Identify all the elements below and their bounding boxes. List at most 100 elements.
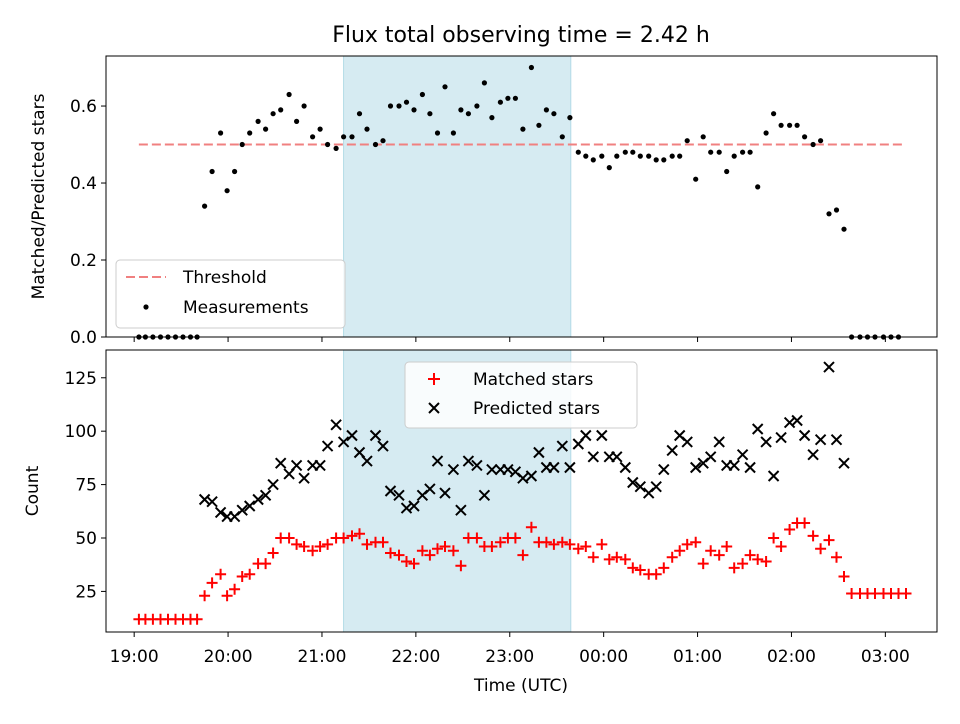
predicted-star-point (198, 493, 211, 506)
measurement-point (333, 145, 339, 151)
measurement-point (622, 149, 628, 155)
measurement-point (684, 138, 690, 144)
matched-star-point (564, 538, 576, 550)
matched-star-point (815, 543, 827, 555)
matched-star-point (221, 590, 233, 602)
matched-star-point (548, 538, 560, 550)
top-observing-span (343, 55, 572, 338)
legend-matched-label: Matched stars (473, 370, 593, 390)
matched-star-point (215, 568, 227, 580)
measurement-point (427, 111, 433, 117)
predicted-star-point (587, 451, 600, 463)
measurement-point (833, 207, 840, 213)
measurement-point (606, 165, 612, 171)
measurement-point (317, 126, 323, 132)
measurement-point (364, 126, 370, 132)
measurement-point (434, 130, 441, 136)
predicted-star-point (471, 459, 483, 472)
predicted-star-point (689, 461, 702, 474)
predicted-star-point (783, 416, 796, 429)
measurement-point (637, 153, 643, 159)
measurement-point (450, 130, 456, 136)
matched-star-point (650, 568, 662, 580)
matched-star-point (525, 521, 537, 533)
matched-star-point (658, 562, 670, 574)
measurement-point (209, 168, 215, 175)
predicted-star-point (736, 448, 749, 461)
x-tick-label: 20:00 (204, 647, 253, 667)
predicted-star-point (517, 472, 529, 484)
measurement-point (543, 107, 550, 113)
measurement-point (380, 138, 386, 144)
predicted-star-point (704, 451, 717, 463)
matched-star-point (401, 556, 412, 567)
predicted-star-point (330, 419, 342, 431)
predicted-star-point (838, 457, 850, 469)
predicted-star-point (314, 459, 326, 472)
measurement-point (771, 111, 777, 117)
measurement-point (270, 111, 276, 117)
matched-star-point (737, 558, 749, 570)
predicted-star-point (751, 423, 764, 435)
predicted-star-point (798, 429, 811, 442)
measurement-point (763, 130, 769, 136)
measurement-point (396, 103, 402, 109)
matched-star-point (424, 549, 436, 561)
predicted-star-point (267, 478, 279, 491)
x-axis-label: Time (UTC) (473, 676, 568, 696)
matched-star-point (298, 541, 310, 552)
bottom-y-axis-ticks: 25 50 75 100 125 (65, 369, 106, 602)
predicted-star-point (346, 429, 358, 442)
matched-star-point (354, 528, 365, 540)
bottom-legend: Matched stars Predicted stars (404, 361, 638, 429)
matched-star-point (260, 558, 272, 570)
matched-star-point (705, 545, 717, 557)
predicted-star-point (830, 433, 843, 446)
matched-star-point (346, 530, 358, 542)
bottom-y-tick-label: 25 (75, 582, 97, 602)
matched-star-point (556, 536, 568, 548)
measurement-point (239, 141, 245, 148)
measurement-point (419, 91, 425, 98)
measurement-point (263, 126, 269, 132)
predicted-star-point (814, 433, 827, 446)
measurement-point (520, 126, 526, 132)
measurement-point (747, 149, 753, 155)
predicted-star-point (596, 429, 608, 442)
matched-star-point (627, 562, 639, 574)
x-tick-label: 01:00 (673, 647, 722, 667)
predicted-star-point (775, 431, 787, 444)
bottom-plot-frame (105, 349, 938, 633)
measurement-point (387, 103, 394, 109)
bottom-y-tick-label: 75 (75, 476, 97, 496)
top-plot: 0.0 0.2 0.4 0.6 Matched/Predicted stars Thr… (29, 55, 938, 348)
matched-star-point (752, 553, 764, 565)
measurement-point (590, 157, 596, 163)
measurement-point (630, 149, 636, 155)
matched-star-point (713, 549, 725, 561)
matched-star-point (439, 541, 451, 552)
measurement-point (716, 149, 722, 155)
legend-matched-swatch (428, 373, 440, 385)
matched-star-point (760, 556, 772, 567)
matched-star-point (580, 541, 592, 552)
measurement-point (583, 153, 589, 159)
top-legend: Threshold Measurements (115, 259, 346, 329)
matched-star-point (697, 558, 709, 570)
measurement-point (826, 211, 832, 217)
matched-star-point (572, 543, 584, 555)
predicted-star-point (713, 436, 725, 448)
measurement-point (841, 226, 847, 232)
predicted-star-point (666, 444, 678, 457)
measurement-point (255, 118, 261, 124)
matched-star-point (191, 613, 203, 625)
measurement-point (778, 122, 784, 128)
measurement-point (458, 107, 464, 113)
top-y-tick-label: 0.6 (70, 97, 97, 117)
predicted-star-point (236, 504, 248, 516)
measurement-point (202, 203, 208, 209)
top-plot-frame (105, 55, 938, 338)
measurement-point (653, 157, 659, 163)
matched-star-point (447, 545, 459, 557)
